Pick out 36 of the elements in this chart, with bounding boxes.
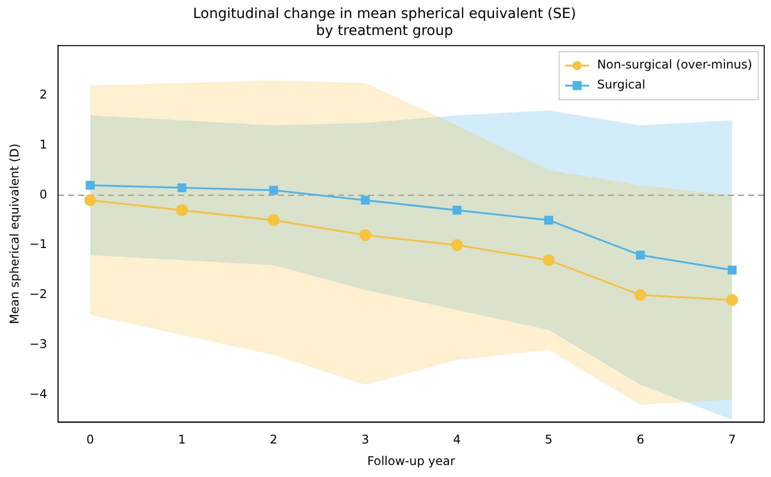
x-tick-label: 7 [728, 432, 736, 447]
x-axis-title: Follow-up year [367, 454, 456, 468]
x-tick-label: 2 [270, 432, 278, 447]
point [542, 254, 555, 266]
y-tick-label: −3 [29, 337, 48, 352]
x-tick-label: 5 [544, 432, 553, 447]
point [452, 206, 462, 215]
point [86, 180, 95, 190]
point [359, 229, 372, 242]
point [177, 183, 186, 192]
point [84, 194, 96, 206]
x-tick-label: 1 [178, 432, 186, 447]
point [728, 266, 737, 274]
x-tick-label: 6 [636, 432, 644, 447]
point [360, 196, 370, 205]
x-tick-label: 3 [361, 432, 370, 447]
y-tick-label: −2 [29, 287, 48, 302]
x-tick-label: 4 [453, 432, 461, 447]
legend-label: Surgical [597, 78, 646, 92]
legend-label: Non-surgical (over-minus) [597, 58, 752, 72]
chart-title: Longitudinal change in mean spherical equivalent (SE) by treatment group [192, 6, 576, 39]
point [636, 250, 645, 260]
point [726, 294, 738, 306]
x-tick-label: 0 [86, 432, 94, 447]
point [176, 204, 188, 216]
y-tick-label: 0 [39, 187, 48, 202]
point [269, 186, 278, 195]
y-tick-label: −4 [29, 386, 48, 401]
y-tick-label: 1 [39, 137, 48, 152]
point [634, 289, 646, 301]
point [268, 214, 280, 226]
y-tick-label: 2 [39, 88, 48, 102]
y-axis-title: Mean spherical equivalent (D) [7, 144, 22, 324]
point [451, 239, 463, 252]
point [544, 216, 554, 225]
y-tick-label: −1 [29, 237, 48, 252]
